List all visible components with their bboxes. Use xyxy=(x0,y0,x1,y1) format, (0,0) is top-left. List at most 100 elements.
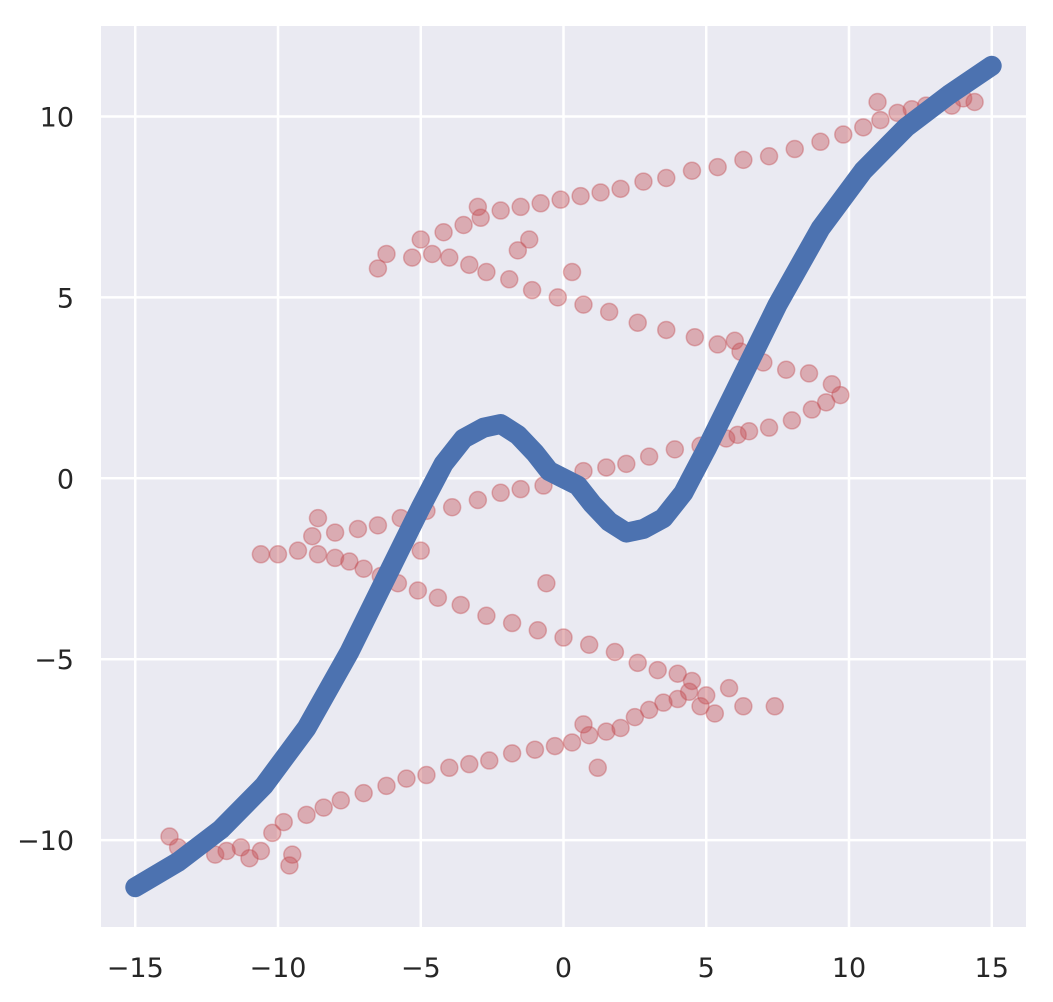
scatter-point xyxy=(303,526,322,546)
scatter-point xyxy=(562,733,582,752)
scatter-point xyxy=(354,559,373,579)
scatter-point xyxy=(325,523,345,542)
scatter-point xyxy=(491,201,510,220)
y-tick-label: 10 xyxy=(40,102,74,133)
scatter-point xyxy=(574,715,593,734)
scatter-point xyxy=(548,288,568,307)
scatter-point xyxy=(354,783,373,803)
scatter-point xyxy=(283,845,302,864)
scatter-point xyxy=(776,360,796,380)
scatter-point xyxy=(545,736,565,756)
scatter-point xyxy=(888,103,907,123)
x-tick-label: 0 xyxy=(555,953,572,984)
scatter-point xyxy=(639,700,659,720)
scatter-point xyxy=(782,411,802,430)
scatter-point xyxy=(665,440,685,459)
scatter-point xyxy=(297,805,316,825)
scatter-point xyxy=(599,302,619,322)
scatter-point xyxy=(231,838,251,857)
scatter-point xyxy=(734,150,753,170)
scatter-point xyxy=(628,313,647,332)
scatter-point xyxy=(511,197,530,217)
x-tick-label: −10 xyxy=(250,953,307,984)
y-tick-label: 0 xyxy=(57,464,74,495)
y-axis-tick-labels: −10 −5 0 5 10 xyxy=(17,102,74,857)
scatter-point xyxy=(454,215,473,235)
scatter-point xyxy=(802,400,822,419)
scatter-point xyxy=(811,132,830,152)
scatter-point xyxy=(502,744,522,763)
scatter-point xyxy=(314,798,333,817)
scatter-point xyxy=(708,157,727,177)
scatter-point xyxy=(628,653,647,673)
x-gridlines xyxy=(134,26,993,927)
scatter-point xyxy=(397,769,416,788)
x-tick-label: 5 xyxy=(698,953,715,984)
scatter-point xyxy=(411,541,431,560)
scatter-point xyxy=(799,364,819,383)
scatter-point xyxy=(668,664,687,683)
scatter-point xyxy=(511,479,530,499)
scatter-point xyxy=(759,418,779,437)
scatter-point xyxy=(434,223,453,242)
scatter-point xyxy=(691,697,710,716)
scatter-point xyxy=(562,262,582,282)
scatter-point xyxy=(377,776,396,796)
scatter-point xyxy=(554,628,573,647)
scatter-point xyxy=(471,208,490,228)
scatter-point xyxy=(571,186,590,206)
scatter-point xyxy=(460,255,479,275)
scatter-point xyxy=(531,194,550,213)
scatter-point xyxy=(734,697,753,716)
scatter-point xyxy=(522,280,542,300)
scatter-point xyxy=(685,327,705,347)
scatter-point xyxy=(579,635,599,655)
scatter-point xyxy=(477,606,496,626)
scatter-point xyxy=(816,393,836,412)
scatter-point xyxy=(477,262,496,282)
scatter-point xyxy=(308,545,328,564)
scatter-point xyxy=(708,335,727,354)
scatter-point xyxy=(491,483,510,503)
x-tick-label: −5 xyxy=(401,953,441,984)
scatter-point xyxy=(591,183,610,202)
scatter-point xyxy=(537,573,556,593)
scatter-point xyxy=(574,295,593,314)
x-tick-label: 10 xyxy=(832,953,866,984)
scatter-point xyxy=(759,147,779,166)
scatter-point xyxy=(834,125,853,144)
scatter-point xyxy=(868,92,887,112)
scatter-point xyxy=(785,139,804,159)
scatter-point xyxy=(725,331,745,351)
scatter-point xyxy=(588,758,608,778)
scatter-point xyxy=(460,754,479,774)
scatter-point xyxy=(871,110,890,130)
scatter-point xyxy=(440,248,459,267)
scatter-point xyxy=(331,791,351,810)
scatter-point xyxy=(480,751,499,770)
x-axis-tick-labels: −15 −10 −5 0 5 10 15 xyxy=(107,953,1009,984)
x-tick-label: −15 xyxy=(107,953,164,984)
y-tick-label: 5 xyxy=(57,283,74,314)
scatter-point xyxy=(525,740,545,759)
scatter-point xyxy=(625,707,645,727)
scatter-point xyxy=(263,823,282,843)
scatter-point xyxy=(728,425,747,445)
scatter-point xyxy=(288,541,308,560)
scatter-point xyxy=(368,516,388,535)
scatter-point xyxy=(340,552,359,571)
scatter-point xyxy=(377,244,396,264)
scatter-point xyxy=(831,385,850,405)
fit-curve-line xyxy=(125,55,1002,898)
scatter-point xyxy=(765,697,785,716)
scatter-point xyxy=(634,172,653,191)
scatter-point xyxy=(402,248,422,267)
scatter-point xyxy=(739,422,759,441)
scatter-point xyxy=(679,682,699,702)
scatter-point xyxy=(696,686,716,705)
scatter-point xyxy=(428,588,448,607)
scatter-point xyxy=(411,230,431,249)
scatter-point xyxy=(648,660,667,680)
scatter-point xyxy=(597,722,616,741)
scatter-point xyxy=(597,458,616,477)
